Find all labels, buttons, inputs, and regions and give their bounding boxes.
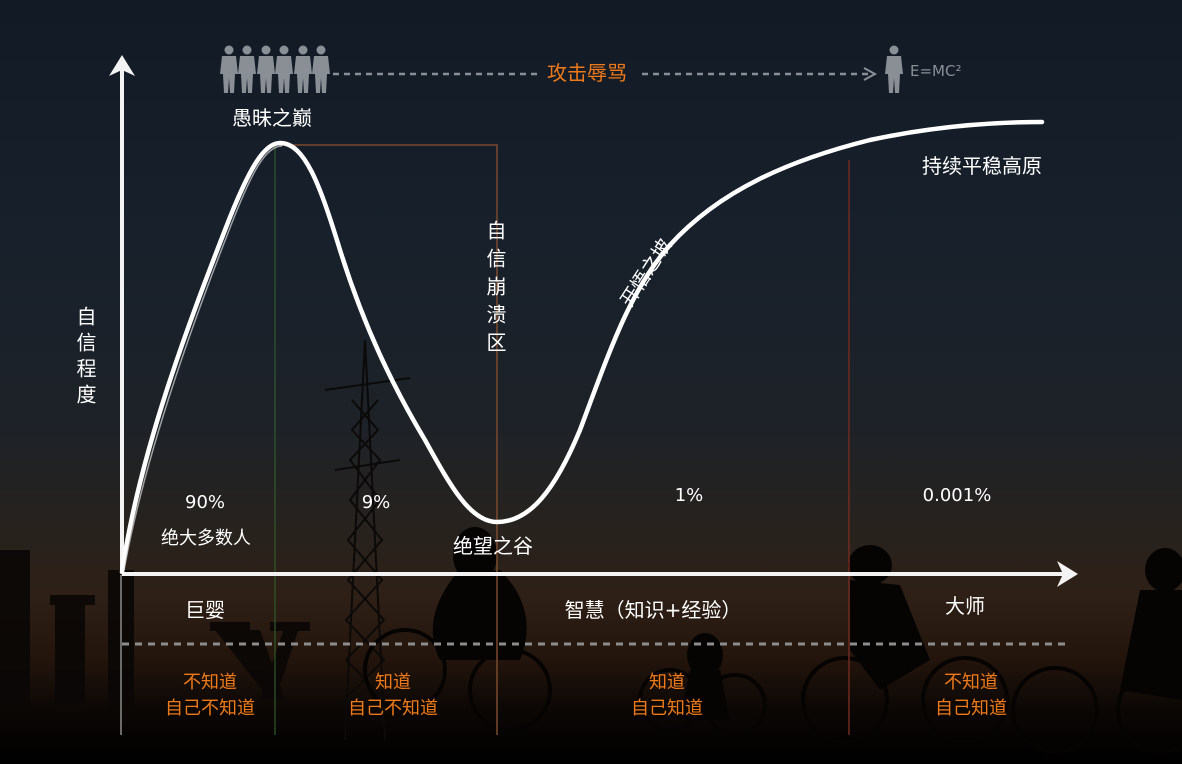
genius-person-icon — [885, 45, 903, 93]
stage-3-knowledge-line2: 自己知道 — [631, 698, 703, 719]
confidence-curve — [119, 119, 1045, 575]
y-axis-label: 自信程度 — [73, 306, 97, 410]
divider-collapse-zone — [280, 144, 498, 735]
valley-label: 绝望之谷 — [453, 534, 533, 558]
stage-3-knowledge: 知道 自己知道 — [631, 670, 703, 722]
stage-3-percent: 1% — [674, 485, 704, 506]
stage-2-knowledge-line2: 自己不知道 — [348, 698, 438, 719]
peak-label: 愚昧之巅 — [232, 106, 312, 130]
bicycle-wheels — [363, 628, 1182, 754]
stage-4-knowledge: 不知道 自己知道 — [935, 670, 1007, 722]
stage-4-title: 大师 — [945, 594, 985, 618]
stage-1-group: 绝大多数人 — [161, 528, 251, 549]
attack-arrow-head-icon — [863, 67, 878, 81]
stage-4-percent: 0.001% — [922, 485, 992, 506]
emc2-label: E=MC² — [910, 62, 962, 80]
stage-1-title: 巨婴 — [185, 598, 225, 622]
stage-1-knowledge-line2: 自己不知道 — [165, 698, 255, 719]
stage-1-percent: 90% — [184, 492, 226, 513]
stage-2-knowledge: 知道 自己不知道 — [348, 670, 438, 722]
collapse-zone-label: 自信崩溃区 — [483, 220, 507, 360]
stage-2-percent: 9% — [361, 492, 391, 513]
stage-1-knowledge: 不知道 自己不知道 — [165, 670, 255, 722]
stage-4-knowledge-line1: 不知道 — [944, 672, 998, 693]
power-tower-decoration — [324, 339, 411, 741]
stage-1-knowledge-line1: 不知道 — [183, 672, 237, 693]
attack-insult-label: 攻击辱骂 — [547, 61, 627, 85]
x-axis-arrow-icon — [1057, 561, 1078, 587]
stage-3-title: 智慧（知识+经验） — [564, 598, 742, 622]
curve-chalk-texture — [123, 145, 283, 571]
crowd-icon — [220, 45, 330, 93]
stage-3-knowledge-line1: 知道 — [649, 672, 685, 693]
stage-2-knowledge-line1: 知道 — [375, 672, 411, 693]
plateau-label: 持续平稳高原 — [922, 154, 1042, 178]
serif-letters-decoration — [0, 550, 310, 710]
y-axis-arrow-icon — [109, 55, 135, 76]
stage-4-knowledge-line2: 自己知道 — [935, 698, 1007, 719]
